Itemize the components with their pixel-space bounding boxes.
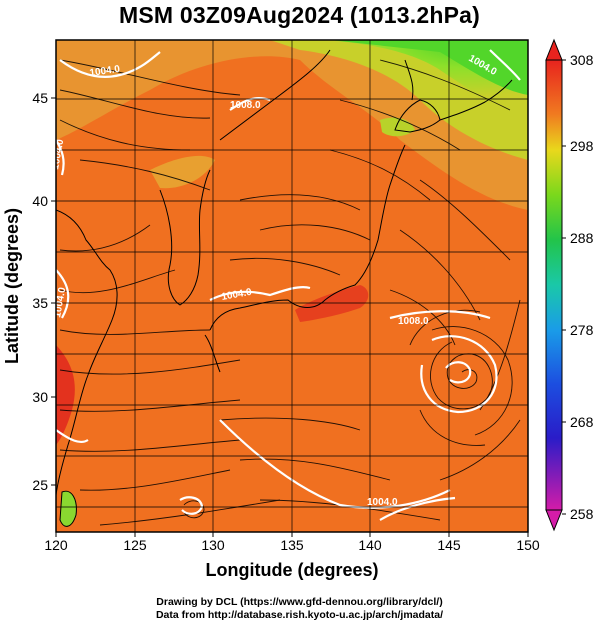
lon-tick-label: 125 (123, 537, 147, 553)
drawing-credit: Drawing by DCL (https://www.gfd-dennou.o… (156, 596, 443, 608)
lat-tick-label: 35 (32, 295, 48, 311)
lat-axis: 45 40 35 30 25 Latitude (degrees) (2, 90, 56, 493)
colorbar: 308 298 288 278 268 258 (545, 38, 594, 532)
lon-tick-label: 120 (44, 537, 68, 553)
colorbar-scale (545, 59, 563, 511)
contour-labels: 1004.0 1004.0 1004.0 1004.0 1008.0 1004.… (50, 53, 499, 508)
colorbar-tick-label: 298 (570, 138, 594, 154)
lat-tick-label: 45 (32, 90, 48, 106)
contour-label: 1008.0 (398, 316, 429, 327)
contour-label: 1004.0 (367, 497, 398, 508)
colorbar-min-arrow (545, 509, 563, 532)
colorbar-tick-label: 268 (570, 414, 594, 430)
grid-lines (56, 40, 528, 532)
lat-tick-label: 30 (32, 389, 48, 405)
contour-label: 1004.0 (221, 287, 253, 303)
lat-tick-label: 40 (32, 193, 48, 209)
isobars (56, 49, 521, 521)
contour-label: 1004.0 (89, 64, 121, 79)
lon-tick-label: 145 (437, 537, 461, 553)
contour-label: 1008.0 (230, 100, 261, 111)
map-plot: 1004.0 1004.0 1004.0 1004.0 1008.0 1004.… (2, 38, 594, 580)
y-axis-label: Latitude (degrees) (2, 208, 22, 364)
colorbar-tick-label: 278 (570, 322, 594, 338)
lat-tick-label: 25 (32, 477, 48, 493)
colorbar-tick-label: 288 (570, 230, 594, 246)
coastlines (56, 49, 513, 527)
lon-tick-label: 130 (201, 537, 225, 553)
x-axis-label: Longitude (degrees) (205, 560, 378, 580)
lon-tick-label: 150 (516, 537, 540, 553)
colorbar-max-arrow (545, 38, 563, 61)
data-credit: Data from http://database.rish.kyoto-u.a… (155, 609, 444, 621)
colorbar-tick-label: 308 (570, 52, 594, 68)
contour-label: 1004.0 (50, 138, 66, 170)
colorbar-tick-label: 258 (570, 506, 594, 522)
lon-tick-label: 140 (358, 537, 382, 553)
map-title: MSM 03Z09Aug2024 (1013.2hPa) (119, 2, 480, 28)
wind-streamlines (59, 59, 521, 526)
lon-tick-label: 135 (280, 537, 304, 553)
lon-axis: 120 125 130 135 140 145 150 Longitude (d… (44, 532, 540, 580)
